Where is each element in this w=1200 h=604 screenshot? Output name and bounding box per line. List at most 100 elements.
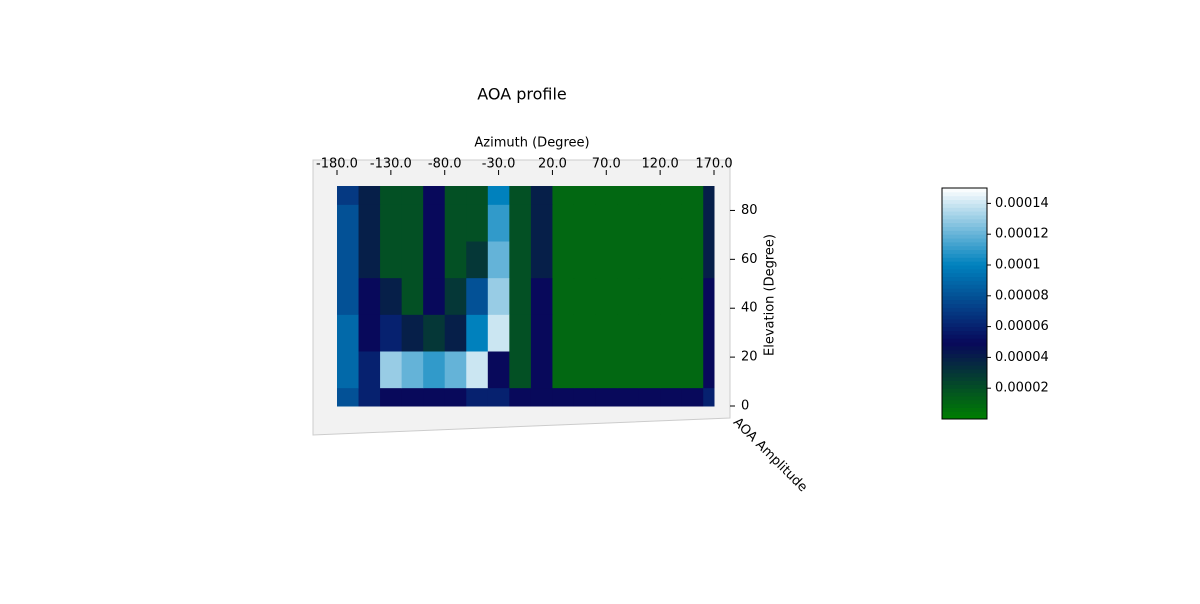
surface-cell [660,204,683,242]
surface-cell [617,186,640,205]
surface-cell [530,314,553,352]
surface-cell [703,186,715,205]
surface-cell [444,277,467,315]
x-axis-label: Azimuth (Degree) [474,136,589,151]
colorbar-segment [942,399,987,405]
surface-cell [530,277,553,315]
colorbar-segment [942,234,987,239]
surface-cell [466,241,489,279]
colorbar-tick-label: 0.00004 [995,350,1049,365]
surface-cell [703,277,715,315]
surface-cell [703,387,715,407]
surface-cell [487,387,510,407]
colorbar-segment [942,322,987,328]
surface-cell [337,241,360,279]
z-axis-label: AOA Amplitude [730,415,810,495]
x-tick-label: -30.0 [482,157,516,172]
colorbar-segment [942,395,987,401]
surface-cell [681,186,704,205]
colorbar-segment [942,272,987,278]
surface-cell [573,277,597,315]
surface-cell [509,351,532,389]
colorbar-segment [942,303,987,308]
surface-cell [337,186,360,205]
surface-cell [573,186,597,205]
colorbar-segment [942,318,987,324]
surface-cell [530,241,553,279]
surface-cell [703,351,715,389]
surface-cell [444,387,467,407]
surface-cell [660,314,683,352]
surface-cell [401,204,424,242]
surface-cell [358,277,381,315]
colorbar-segment [942,238,987,243]
colorbar-segment [942,230,987,235]
surface-cell [466,204,489,242]
colorbar-segment [942,261,987,266]
surface-cell [423,351,446,389]
colorbar-segment [942,214,987,220]
x-tick-label: -180.0 [316,157,358,172]
surface-cell [660,277,683,315]
surface-cell [638,387,661,407]
surface-cell [337,277,360,315]
colorbar-segment [942,188,987,193]
surface-cell [617,204,640,242]
colorbar-segment [942,334,987,339]
surface-cell [552,387,575,407]
colorbar-segment [942,403,987,408]
surface-cell [380,314,403,352]
colorbar-segment [942,249,987,254]
surface-cell [573,387,597,407]
surface-cell [466,314,489,352]
x-tick-label: -80.0 [428,157,462,172]
colorbar-segment [942,280,987,285]
surface-cell [638,351,661,389]
surface-cell [573,204,597,242]
colorbar-segment [942,345,987,351]
surface-cell [703,204,715,242]
x-tick-label: -130.0 [370,157,412,172]
colorbar-segment [942,376,987,381]
surface-cell [681,387,704,407]
x-tick-label: 70.0 [592,157,621,172]
surface-cell [617,277,640,315]
colorbar-segment [942,380,987,385]
surface-cell [487,277,510,315]
surface-cell [487,351,510,389]
colorbar-segment [942,307,987,312]
colorbar-segment [942,365,987,370]
surface-cell [358,314,381,352]
x-tick-label: 170.0 [695,157,732,172]
colorbar-segment [942,326,987,331]
colorbar-segment [942,195,987,201]
colorbar-segment [942,388,987,393]
surface-cell [660,186,683,205]
surface-cell [530,186,553,205]
surface-cell [595,241,618,279]
surface-cell [509,387,532,407]
surface-cell [337,387,360,407]
surface-cell [617,351,640,389]
surface-cell [638,186,661,205]
surface-cell [358,387,381,407]
surface-cell [595,204,618,242]
surface-cell [617,387,640,407]
surface-cell [509,204,532,242]
surface-cell [466,277,489,315]
colorbar-segment [942,384,987,389]
surface-cell [681,351,704,389]
colorbar-frame [941,187,988,420]
colorbar-tick-label: 0.00014 [995,196,1049,211]
colorbar-tick-label: 0.00002 [995,381,1049,396]
colorbar-segment [942,245,987,251]
surface-cell [487,204,510,242]
surface-cell [487,314,510,352]
surface-cell [660,351,683,389]
surface-cell [487,241,510,279]
surface-cell [530,387,553,407]
colorbar-segment [942,291,987,297]
surface-cell [423,241,446,279]
surface-cell [466,186,489,205]
